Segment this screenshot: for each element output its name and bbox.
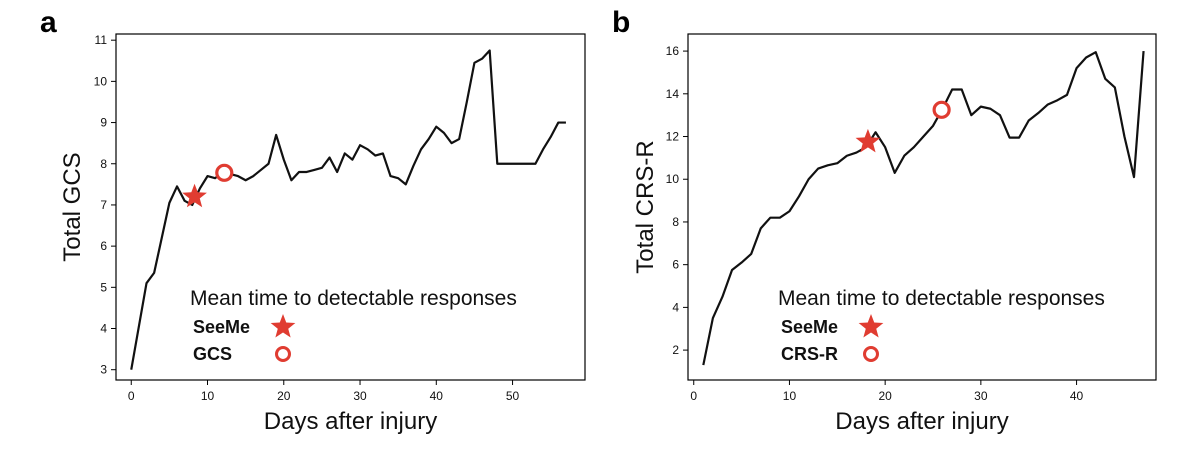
x-tick-label: 40 [1070, 389, 1084, 403]
y-tick-label: 8 [100, 157, 107, 171]
y-tick-label: 16 [666, 44, 680, 58]
legend-label: GCS [193, 344, 232, 364]
x-tick-label: 20 [277, 389, 291, 403]
legend: Mean time to detectable responses SeeMe CR… [778, 287, 1105, 364]
y-tick-label: 10 [666, 172, 680, 186]
score-circle-marker [215, 163, 234, 182]
legend-title: Mean time to detectable responses [190, 287, 517, 310]
y-tick-label: 5 [100, 280, 107, 294]
x-tick-label: 10 [201, 389, 215, 403]
y-tick-label: 2 [672, 343, 679, 357]
x-tick-label: 10 [783, 389, 797, 403]
x-tick-label: 30 [974, 389, 988, 403]
score-circle-marker [932, 100, 951, 119]
y-tick-label: 3 [100, 363, 107, 377]
legend-circle-icon [275, 346, 291, 362]
y-tick-label: 14 [666, 87, 680, 101]
legend: Mean time to detectable responses SeeMe GC… [190, 287, 517, 364]
plot-frame [687, 33, 1157, 381]
chart-panel-a: 0 10 20 30 40 50 3 4 5 6 7 8 9 10 11 Days after injury T… [59, 33, 586, 435]
y-tick-label: 4 [672, 300, 679, 314]
legend-label: SeeMe [193, 317, 250, 337]
panel-letter-a: a [40, 6, 57, 39]
y-tick-label: 10 [94, 74, 108, 88]
seeme-star-marker [182, 183, 207, 208]
x-tick-label: 50 [506, 389, 520, 403]
y-tick-label: 8 [672, 215, 679, 229]
plot-frame [115, 33, 586, 381]
x-tick-label: 0 [128, 389, 135, 403]
x-tick-label: 0 [690, 389, 697, 403]
y-tick-label: 11 [95, 33, 108, 47]
y-tick-label: 7 [100, 198, 107, 212]
x-axis-label: Days after injury [264, 408, 437, 435]
y-axis-label: Total CRS-R [632, 140, 659, 273]
seeme-star-marker [855, 128, 881, 153]
legend-circle-icon [863, 346, 879, 362]
y-tick-label: 12 [666, 130, 680, 144]
y-tick-label: 6 [100, 239, 107, 253]
legend-label: CRS-R [781, 344, 838, 364]
legend-label: SeeMe [781, 317, 838, 337]
x-axis-label: Days after injury [835, 408, 1008, 435]
y-axis-label: Total GCS [59, 152, 86, 261]
x-tick-label: 30 [353, 389, 367, 403]
y-tick-label: 6 [672, 258, 679, 272]
legend-star-icon [858, 314, 884, 338]
y-tick-label: 4 [100, 322, 107, 336]
series-line [702, 51, 1145, 366]
chart-panel-b: 0 10 20 30 40 2 4 6 8 10 12 14 16 Days after injury To… [632, 33, 1157, 435]
x-tick-label: 20 [878, 389, 892, 403]
x-tick-label: 40 [430, 389, 444, 403]
series-line [130, 49, 566, 370]
panel-letter-b: b [612, 6, 631, 39]
y-tick-label: 9 [100, 116, 107, 130]
legend-star-icon [270, 314, 296, 338]
legend-title: Mean time to detectable responses [778, 287, 1105, 310]
